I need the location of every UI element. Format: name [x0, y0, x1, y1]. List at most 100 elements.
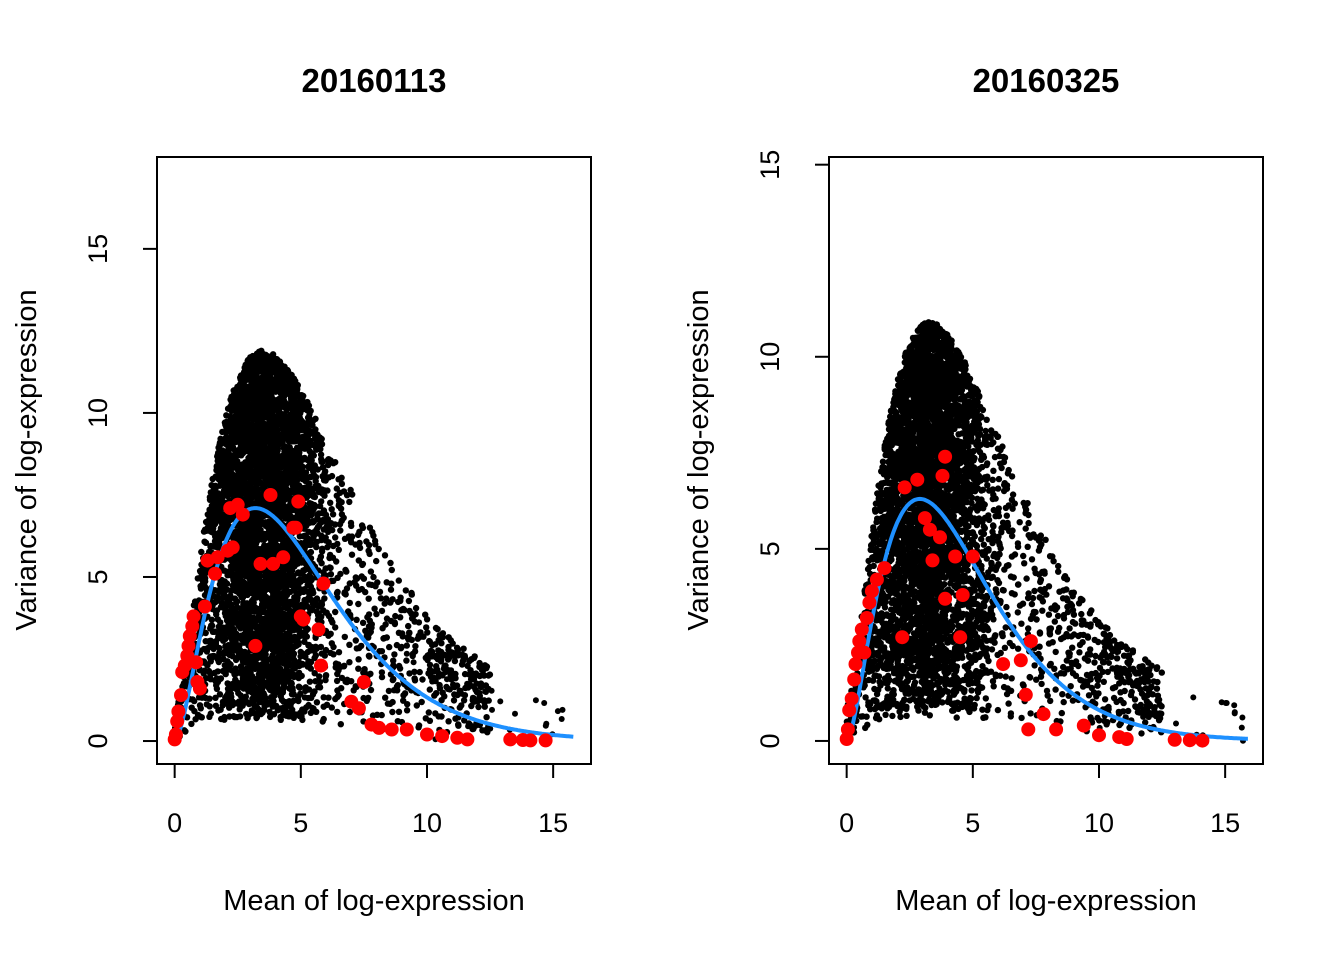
gene-point	[260, 590, 267, 598]
gene-point	[262, 585, 270, 592]
gene-point	[436, 685, 444, 692]
gene-point	[316, 445, 324, 453]
gene-point	[250, 676, 257, 684]
gene-point	[272, 640, 279, 648]
gene-point	[214, 656, 221, 663]
gene-point	[348, 551, 356, 558]
gene-point	[358, 522, 366, 529]
gene-point	[289, 414, 297, 421]
gene-point	[347, 533, 354, 541]
gene-point	[389, 708, 396, 716]
gene-point	[263, 476, 270, 484]
gene-point	[321, 492, 328, 499]
gene-point	[347, 486, 354, 494]
gene-point	[265, 542, 272, 549]
gene-point	[355, 586, 363, 594]
gene-point	[266, 708, 273, 716]
gene-point	[436, 632, 443, 639]
gene-point	[378, 673, 386, 681]
gene-point	[405, 597, 413, 605]
gene-point	[378, 669, 386, 676]
gene-point	[328, 472, 336, 480]
gene-point	[459, 657, 467, 665]
gene-point	[413, 702, 420, 709]
gene-point	[264, 455, 271, 462]
gene-point	[367, 686, 375, 694]
gene-point	[327, 499, 334, 506]
gene-point	[426, 686, 433, 693]
gene-point	[405, 622, 412, 630]
gene-point	[406, 670, 413, 677]
gene-point	[239, 594, 247, 601]
gene-point	[367, 568, 375, 575]
gene-point	[296, 461, 303, 468]
gene-point	[431, 692, 438, 699]
gene-point	[323, 701, 331, 708]
gene-point	[210, 543, 218, 550]
gene-point	[328, 640, 335, 647]
gene-point	[299, 588, 306, 595]
gene-point	[271, 616, 279, 623]
gene-point	[297, 628, 304, 636]
gene-point	[365, 652, 373, 659]
gene-point	[377, 595, 385, 602]
gene-point	[451, 691, 458, 698]
gene-point	[247, 669, 254, 676]
gene-point	[250, 533, 257, 540]
gene-point	[273, 468, 280, 475]
gene-point	[215, 457, 222, 465]
gene-point	[338, 480, 346, 488]
gene-point	[352, 637, 359, 644]
gene-point	[250, 710, 258, 717]
gene-point	[467, 667, 474, 674]
gene-point	[319, 545, 326, 552]
gene-point	[369, 529, 376, 536]
gene-point	[297, 690, 304, 697]
gene-point	[416, 668, 423, 676]
gene-point	[411, 668, 418, 675]
gene-point	[226, 651, 233, 659]
gene-point	[262, 651, 269, 658]
gene-point	[257, 519, 264, 526]
gene-point	[202, 539, 210, 546]
gene-point	[412, 604, 420, 612]
gene-point	[325, 539, 332, 546]
gene-point	[280, 508, 287, 515]
gene-point	[335, 649, 343, 656]
gene-point	[334, 540, 341, 548]
gene-point	[317, 643, 325, 651]
gene-point	[229, 613, 236, 620]
gene-point	[249, 654, 256, 662]
gene-point	[312, 485, 319, 492]
gene-point	[378, 607, 386, 615]
gene-point	[381, 634, 388, 642]
gene-point	[304, 398, 311, 406]
gene-point	[216, 632, 223, 639]
gene-point	[283, 371, 291, 378]
gene-point	[267, 398, 274, 405]
gene-point	[277, 693, 284, 700]
gene-point	[200, 528, 208, 535]
gene-point	[233, 669, 240, 676]
gene-point	[473, 688, 481, 696]
gene-point	[231, 446, 238, 454]
gene-point	[403, 707, 411, 714]
gene-point	[418, 698, 425, 706]
gene-point	[233, 564, 240, 571]
gene-point	[397, 594, 404, 601]
gene-point	[459, 651, 466, 658]
gene-point	[305, 432, 312, 439]
gene-point	[223, 437, 230, 445]
gene-point	[270, 474, 277, 481]
gene-point	[356, 544, 364, 552]
gene-point	[299, 426, 307, 433]
gene-point	[408, 615, 416, 622]
gene-point	[403, 642, 410, 649]
gene-point	[477, 696, 484, 703]
gene-point	[227, 563, 235, 570]
gene-point	[240, 563, 247, 570]
gene-point	[281, 637, 288, 644]
gene-point	[392, 612, 399, 620]
gene-point	[341, 590, 348, 597]
gene-point	[460, 645, 467, 652]
